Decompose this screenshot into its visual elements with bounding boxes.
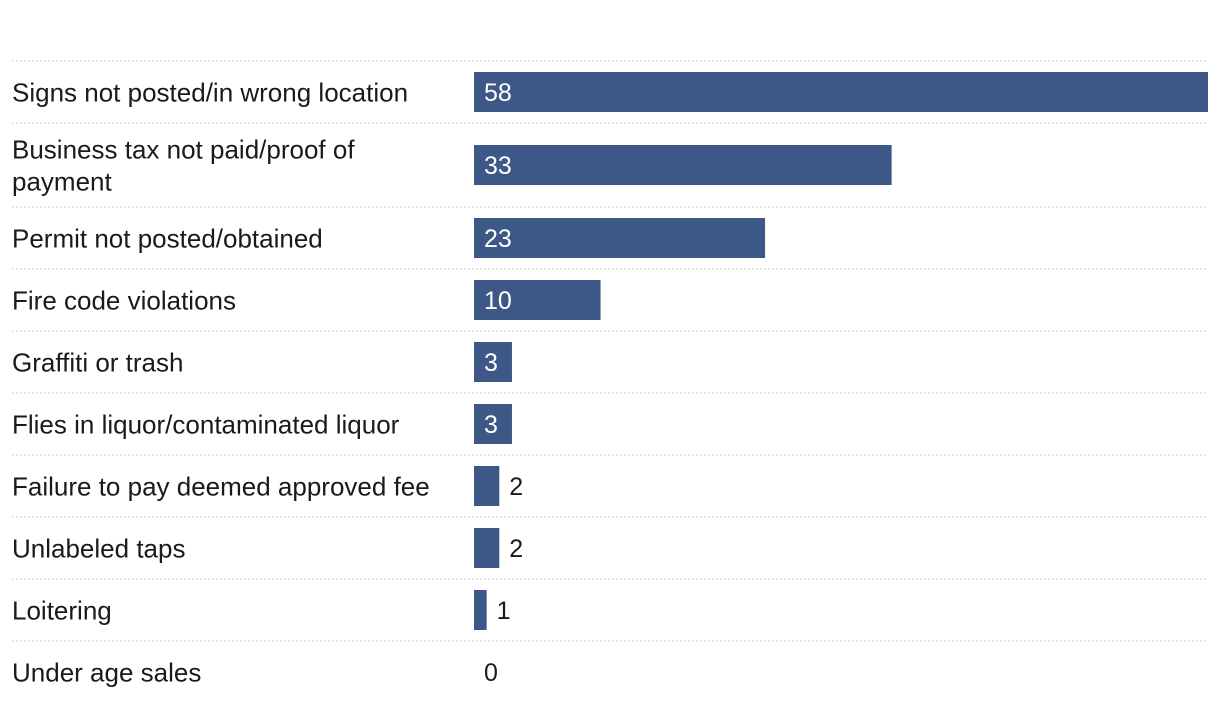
category-label: Graffiti or trash — [12, 347, 183, 377]
category-label: Loitering — [12, 595, 112, 625]
value-label: 2 — [509, 535, 523, 563]
category-label: Business tax not paid/proof of payment — [12, 134, 355, 196]
value-label: 23 — [484, 225, 512, 253]
category-label: Flies in liquor/contaminated liquor — [12, 409, 400, 439]
value-label: 2 — [509, 473, 523, 501]
bar — [474, 280, 601, 320]
bar — [474, 72, 1208, 112]
bar — [474, 218, 766, 258]
value-label: 58 — [484, 79, 512, 107]
value-label: 3 — [484, 411, 498, 439]
bar — [474, 528, 500, 568]
bar — [474, 342, 512, 382]
value-label: 1 — [497, 597, 511, 625]
bar — [474, 145, 892, 185]
value-label: 10 — [484, 287, 512, 315]
bar — [474, 404, 512, 444]
category-label: Permit not posted/obtained — [12, 223, 323, 253]
value-label: 0 — [484, 659, 498, 687]
category-label: Under age sales — [12, 657, 201, 687]
bar — [474, 466, 500, 506]
bar — [474, 590, 487, 630]
category-label: Fire code violations — [12, 285, 236, 315]
category-label: Failure to pay deemed approved fee — [12, 471, 430, 501]
category-label: Signs not posted/in wrong location — [12, 77, 408, 107]
value-label: 3 — [484, 349, 498, 377]
category-label: Unlabeled taps — [12, 533, 185, 563]
value-label: 33 — [484, 152, 512, 180]
